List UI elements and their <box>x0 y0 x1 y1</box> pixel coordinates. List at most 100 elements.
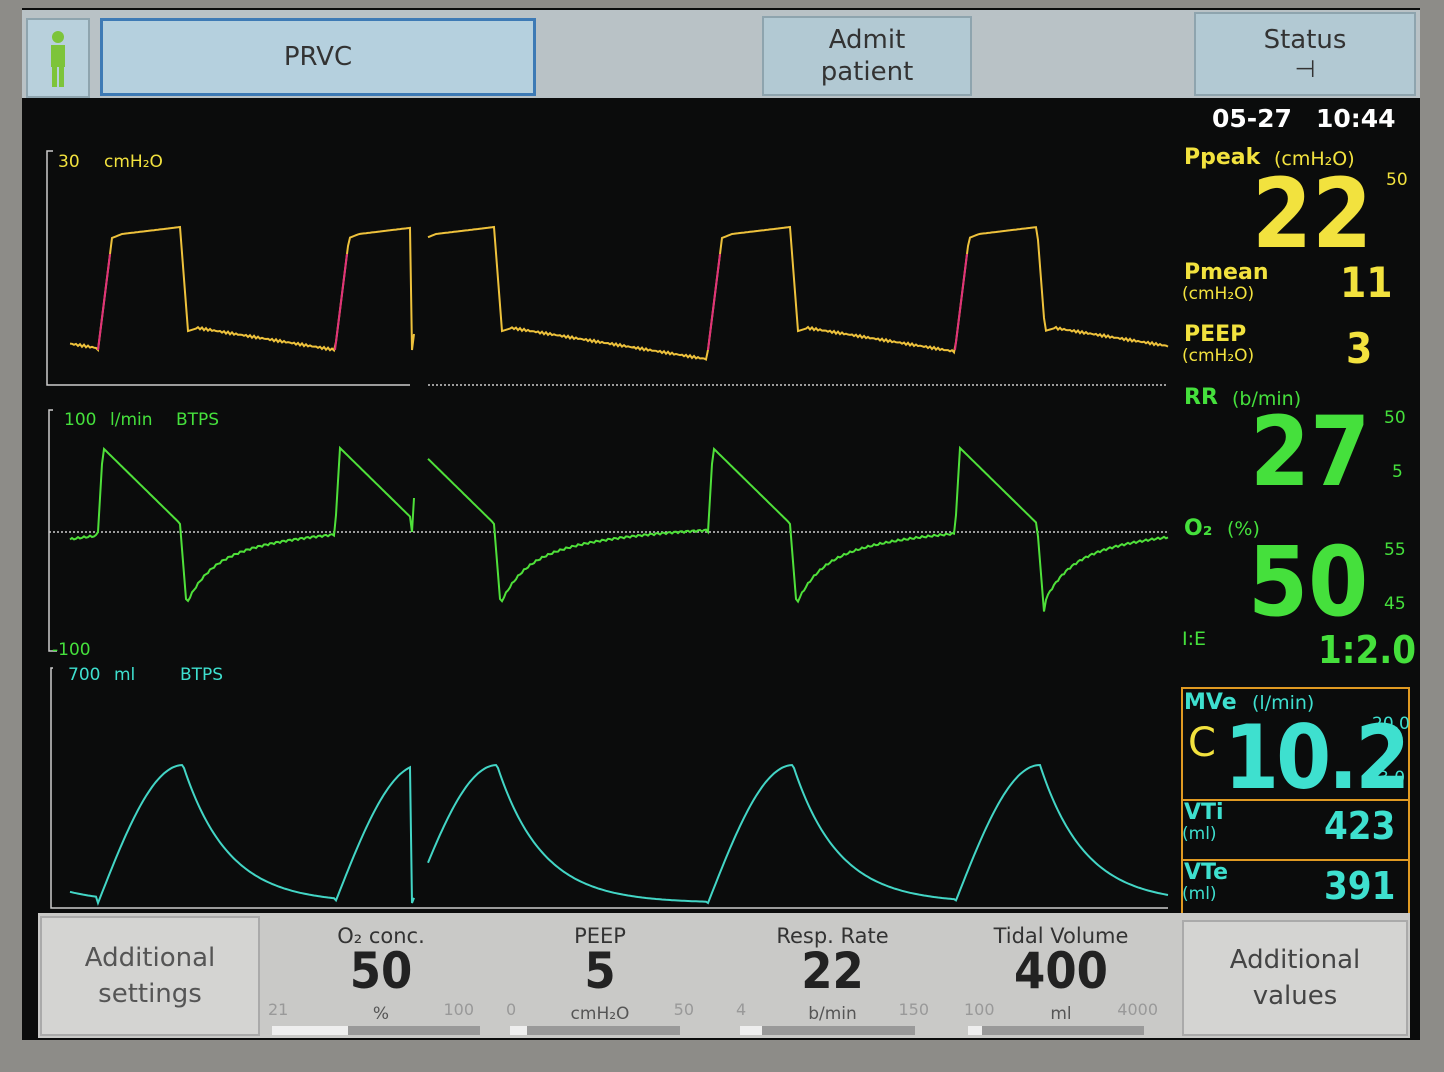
setting-max: 50 <box>673 1000 694 1019</box>
rr-unit: (b/min) <box>1232 388 1302 410</box>
pressure-unit: cmH₂O <box>104 152 163 172</box>
waveform-trace <box>69 225 415 353</box>
setting-slider-fill <box>740 1026 762 1035</box>
o2-value: 50 <box>1248 526 1369 638</box>
pmean-value: 11 <box>1340 258 1393 307</box>
setting-slider-track <box>740 1026 915 1035</box>
mve-unit: (l/min) <box>1252 692 1315 714</box>
setting-slider-fill <box>510 1026 527 1035</box>
peep-value: 3 <box>1346 324 1373 373</box>
volume-condition: BTPS <box>180 665 224 685</box>
ppeak-value: 22 <box>1252 158 1373 270</box>
mve-alarm-high: 20.0 <box>1372 714 1410 734</box>
bottom-bar <box>38 913 1410 1038</box>
admit-patient-button[interactable]: Admit patient <box>762 16 972 96</box>
mve-value: 10.2 <box>1224 706 1410 809</box>
rr-alarm-low: 5 <box>1392 462 1403 482</box>
ie-label: I:E <box>1182 628 1207 650</box>
setting-label: Resp. Rate <box>776 924 889 948</box>
ppeak-label: Ppeak <box>1184 145 1261 170</box>
flow-unit: l/min <box>110 410 153 430</box>
waveform-trace <box>69 445 415 603</box>
setting-0[interactable]: O₂ conc. 50% 21 100 <box>262 916 500 1040</box>
setting-max: 4000 <box>1117 1000 1158 1019</box>
setting-min: 100 <box>964 1000 995 1019</box>
setting-1[interactable]: PEEP 5 cmH₂O 0 50 <box>500 916 700 1040</box>
plug-icon: ⊣ <box>1294 55 1316 83</box>
ie-value: 1:2.0 <box>1318 628 1417 672</box>
flow-condition: BTPS <box>176 410 220 430</box>
date: 05-27 <box>1212 104 1292 133</box>
setting-slider-track <box>510 1026 680 1035</box>
setting-slider-fill <box>272 1026 349 1035</box>
setting-slider-track <box>968 1026 1144 1035</box>
vte-unit: (ml) <box>1182 884 1217 904</box>
setting-unit: cmH₂O <box>570 1004 630 1024</box>
vti-value: 423 <box>1324 804 1396 848</box>
mode-button[interactable]: PRVC <box>100 18 536 96</box>
status-label: Status <box>1263 25 1347 55</box>
ventilator-screen: PRVC Admit patient Status ⊣ 05-27 10:44 … <box>22 8 1420 1040</box>
volume-axis <box>50 667 1168 909</box>
setting-unit: % <box>372 1004 390 1024</box>
setting-2[interactable]: Resp. Rate 22 b/min 4 150 <box>730 916 935 1040</box>
setting-min: 21 <box>268 1000 289 1019</box>
pmean-label: Pmean <box>1184 260 1269 285</box>
trigger-marker <box>334 253 348 351</box>
peep-unit: (cmH₂O) <box>1182 346 1255 366</box>
trigger-marker <box>97 253 111 351</box>
pressure-axis <box>46 150 410 386</box>
setting-value: 50 <box>349 942 413 1000</box>
additional-settings-button[interactable]: Additional settings <box>40 916 260 1036</box>
setting-max: 150 <box>898 1000 929 1019</box>
setting-slider-track <box>272 1026 480 1035</box>
setting-3[interactable]: Tidal Volume 400 ml 100 4000 <box>958 916 1164 1040</box>
setting-value: 5 <box>584 942 616 1000</box>
setting-label: Tidal Volume <box>993 924 1129 948</box>
o2-alarm-high: 55 <box>1384 540 1406 560</box>
volume-scale-top: 700 <box>68 665 101 685</box>
rr-alarm-high: 50 <box>1384 408 1406 428</box>
trigger-marker <box>707 253 721 351</box>
waveform-trace <box>427 445 1169 612</box>
flow-scale-bottom: -100 <box>52 640 91 660</box>
vte-value: 391 <box>1324 864 1396 908</box>
setting-label: O₂ conc. <box>337 924 425 948</box>
status-button[interactable]: Status ⊣ <box>1194 12 1416 96</box>
divider <box>1183 799 1408 801</box>
divider <box>1183 859 1408 861</box>
setting-value: 400 <box>1014 942 1108 1000</box>
rr-value: 27 <box>1250 396 1371 508</box>
time: 10:44 <box>1316 104 1396 133</box>
mve-alarm-low: 3.0 <box>1378 768 1406 788</box>
waveform-area <box>46 150 1169 909</box>
pressure-scale-top: 30 <box>58 152 80 172</box>
ppeak-unit: (cmH₂O) <box>1274 148 1355 170</box>
ppeak-alarm-high: 50 <box>1386 170 1408 190</box>
setting-min: 4 <box>736 1000 747 1019</box>
flow-axis <box>48 409 57 652</box>
pmean-unit: (cmH₂O) <box>1182 284 1255 304</box>
vti-unit: (ml) <box>1182 824 1217 844</box>
rr-label: RR <box>1184 385 1218 410</box>
mve-label: MVe <box>1184 690 1237 715</box>
setting-max: 100 <box>443 1000 474 1019</box>
peep-label: PEEP <box>1184 322 1247 347</box>
waveform-trace <box>427 225 1169 361</box>
flow-scale-top: 100 <box>64 410 97 430</box>
vti-label: VTi <box>1184 800 1224 825</box>
additional-values-button[interactable]: Additional values <box>1182 920 1408 1036</box>
o2-label: O₂ <box>1184 516 1213 541</box>
patient-icon <box>51 31 65 87</box>
patient-icon-button[interactable] <box>26 18 90 98</box>
volume-unit: ml <box>114 665 136 685</box>
setting-value: 22 <box>801 942 864 1000</box>
setting-slider-fill <box>968 1026 982 1035</box>
setting-unit: ml <box>1050 1004 1072 1024</box>
mve-mode: C <box>1188 720 1216 766</box>
trigger-marker <box>954 253 968 351</box>
setting-label: PEEP <box>574 924 626 948</box>
o2-unit: (%) <box>1227 518 1260 540</box>
vte-label: VTe <box>1184 860 1229 885</box>
